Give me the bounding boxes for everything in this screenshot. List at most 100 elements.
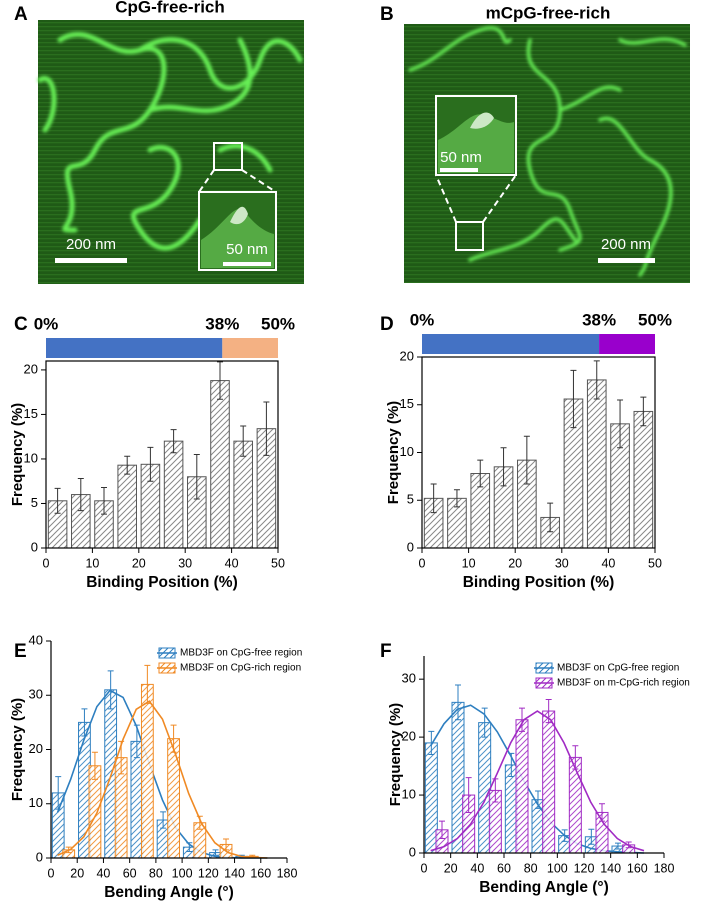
error-bar [240, 425, 247, 457]
y-axis-label: Frequency (%) [9, 403, 26, 506]
error-bar [133, 724, 140, 759]
error-bar [500, 447, 507, 487]
region-label: 38% [205, 314, 239, 333]
error-bar [217, 361, 223, 400]
legend-label: MBD3F on CpG-free region [557, 663, 679, 674]
x-tick-label: 140 [224, 866, 245, 880]
error-bar [570, 369, 577, 429]
bar [163, 440, 184, 549]
error-bar [547, 502, 554, 533]
x-tick-label: 80 [149, 866, 163, 880]
error-bar [124, 455, 131, 475]
error-bar [81, 708, 88, 737]
fit-line [430, 710, 645, 852]
x-tick-label: 60 [497, 861, 511, 875]
x-tick-label: 50 [271, 556, 285, 570]
bar [167, 738, 180, 859]
scale-label: 200 nm [601, 236, 651, 253]
y-tick-label: 10 [402, 786, 416, 801]
fit-line [57, 700, 268, 859]
panel-label: B [380, 4, 394, 25]
x-axis-label: Bending Angle (°) [479, 879, 609, 896]
error-bar [455, 684, 461, 721]
y-tick-label: 40 [29, 632, 43, 647]
error-bar [263, 401, 270, 456]
afm-image: 50 nm 200 nm [37, 20, 304, 284]
inset-scale-label: 50 nm [440, 149, 482, 166]
x-tick-label: 40 [601, 556, 615, 570]
panel-label: F [380, 641, 392, 662]
y-tick-label: 0 [31, 539, 38, 554]
region-segment [422, 334, 600, 354]
x-tick-label: 60 [123, 866, 137, 880]
x-tick-label: 100 [172, 866, 193, 880]
inset-scale-label: 50 nm [226, 241, 268, 258]
x-tick-label: 160 [627, 861, 648, 875]
x-tick-label: 80 [524, 861, 538, 875]
error-bar [54, 487, 61, 514]
y-axis-label: Frequency (%) [387, 703, 404, 806]
image-title: CpG-free-rich [115, 0, 225, 16]
afm-image: 50 nm 200 nm [404, 24, 690, 283]
error-bar [170, 429, 177, 454]
error-bar [147, 446, 154, 482]
error-bar [615, 842, 621, 850]
error-bar [453, 489, 460, 508]
error-bar [428, 730, 435, 755]
x-tick-label: 100 [547, 861, 568, 875]
y-tick-label: 20 [24, 361, 38, 376]
bar [633, 410, 654, 549]
x-tick-label: 40 [225, 556, 239, 570]
error-bar [519, 707, 525, 732]
error-bar [523, 435, 530, 485]
x-tick-label: 20 [132, 556, 146, 570]
error-bar [640, 396, 647, 427]
plot-frame [45, 360, 279, 549]
x-tick-label: 0 [419, 556, 426, 570]
x-tick-label: 40 [470, 861, 484, 875]
region-segment [46, 338, 223, 358]
y-axis-label: Frequency (%) [9, 698, 26, 801]
x-tick-label: 30 [178, 556, 192, 570]
error-bar [77, 478, 84, 512]
error-bar [101, 486, 107, 515]
region-label: 50% [638, 310, 672, 329]
bar [568, 756, 582, 854]
image-title: mCpG-free-rich [486, 3, 611, 22]
x-tick-label: 20 [508, 556, 522, 570]
error-bar [588, 828, 595, 845]
x-tick-label: 120 [198, 866, 219, 880]
x-tick-label: 160 [250, 866, 271, 880]
x-tick-label: 30 [555, 556, 569, 570]
x-tick-label: 20 [444, 861, 458, 875]
y-tick-label: 20 [400, 348, 414, 363]
x-tick-label: 10 [85, 556, 99, 570]
panel-label: D [380, 314, 394, 335]
y-tick-label: 5 [31, 495, 38, 510]
y-tick-label: 10 [29, 795, 43, 810]
x-tick-label: 0 [421, 861, 428, 875]
x-tick-label: 180 [277, 866, 298, 880]
region-segment [222, 338, 278, 358]
error-bar [193, 454, 200, 500]
x-tick-label: 140 [600, 861, 621, 875]
y-tick-label: 10 [400, 444, 414, 459]
error-bar [430, 483, 437, 514]
legend-label: MBD3F on CpG-free region [180, 648, 302, 659]
x-tick-label: 0 [43, 556, 50, 570]
scale-label: 200 nm [66, 236, 116, 253]
region-label: 50% [261, 314, 295, 333]
y-tick-label: 15 [24, 406, 38, 421]
region-label: 38% [582, 310, 616, 329]
x-axis-label: Binding Position (%) [463, 574, 615, 591]
error-bar [617, 399, 624, 449]
error-bar [593, 360, 600, 400]
error-bar [477, 459, 484, 488]
bar [140, 683, 154, 859]
x-tick-label: 0 [48, 866, 55, 880]
x-axis-label: Binding Position (%) [86, 574, 238, 591]
bar [210, 380, 230, 549]
y-tick-label: 20 [29, 741, 43, 756]
y-tick-label: 30 [402, 671, 416, 686]
bar [542, 710, 556, 854]
